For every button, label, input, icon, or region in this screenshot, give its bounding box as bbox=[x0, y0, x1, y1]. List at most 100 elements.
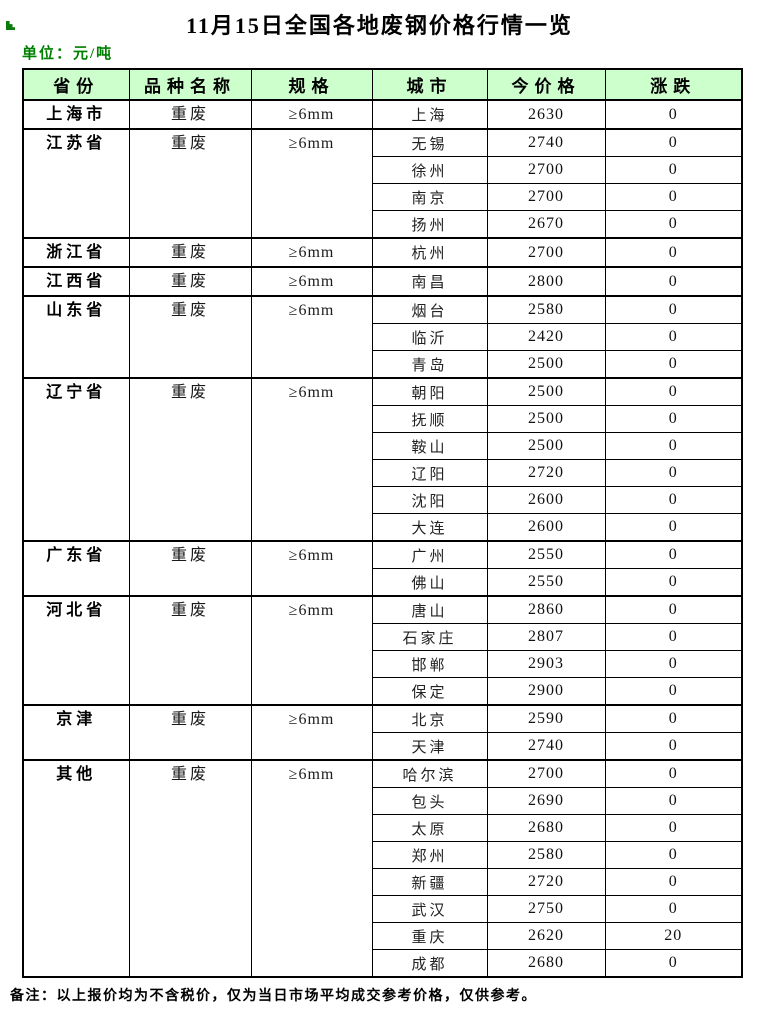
city-cell: 重庆 bbox=[371, 922, 488, 950]
change-cell: 0 bbox=[604, 540, 743, 569]
price-cell: 2740 bbox=[486, 732, 606, 761]
city-cell: 杭州 bbox=[371, 237, 488, 268]
table-row: 邯郸 2903 0 bbox=[23, 650, 743, 678]
province-cell: 浙江省 bbox=[22, 237, 130, 268]
city-cell: 沈阳 bbox=[371, 486, 488, 514]
table-row: 京津 重废 ≥6mm 北京 2590 0 bbox=[22, 704, 743, 761]
province-cell: 江西省 bbox=[22, 266, 130, 297]
variety-cell: 重废 bbox=[128, 540, 252, 597]
city-cell: 鞍山 bbox=[371, 432, 488, 460]
price-cell: 2500 bbox=[486, 405, 606, 433]
table-row: 青岛 2500 0 bbox=[23, 350, 743, 379]
province-cell: 广东省 bbox=[22, 540, 130, 597]
price-cell: 2690 bbox=[486, 787, 606, 815]
city-cell: 大连 bbox=[371, 513, 488, 542]
table-row: 石家庄 2807 0 bbox=[23, 623, 743, 651]
header-province: 省份 bbox=[22, 68, 130, 101]
change-cell: 0 bbox=[604, 787, 743, 815]
table-row: 重庆 2620 20 bbox=[23, 922, 743, 950]
change-cell: 0 bbox=[604, 895, 743, 923]
change-cell: 0 bbox=[604, 156, 743, 184]
price-cell: 2590 bbox=[486, 704, 606, 733]
city-cell: 唐山 bbox=[371, 595, 488, 624]
change-cell: 0 bbox=[604, 704, 743, 733]
spec-cell: ≥6mm bbox=[250, 266, 373, 297]
spec-cell: ≥6mm bbox=[250, 99, 373, 130]
change-cell: 0 bbox=[604, 295, 743, 324]
price-cell: 2750 bbox=[486, 895, 606, 923]
table-row: 郑州 2580 0 bbox=[23, 841, 743, 869]
price-cell: 2580 bbox=[486, 295, 606, 324]
change-cell: 0 bbox=[604, 350, 743, 379]
city-cell: 保定 bbox=[371, 677, 488, 706]
price-cell: 2700 bbox=[486, 156, 606, 184]
city-cell: 佛山 bbox=[371, 568, 488, 597]
table-row: 临沂 2420 0 bbox=[23, 323, 743, 351]
spec-cell: ≥6mm bbox=[250, 595, 373, 706]
city-cell: 包头 bbox=[371, 787, 488, 815]
table-row: 广东省 重废 ≥6mm 广州 2550 0 bbox=[22, 540, 743, 597]
city-cell: 新疆 bbox=[371, 868, 488, 896]
change-cell: 20 bbox=[604, 922, 743, 950]
table-row: 辽宁省 重废 ≥6mm 朝阳 2500 0 bbox=[22, 377, 743, 542]
province-cell: 江苏省 bbox=[22, 128, 130, 239]
city-cell: 朝阳 bbox=[371, 377, 488, 406]
table-body: 上海市 重废 ≥6mm 上海 2630 0 江苏省 重废 ≥6mm 无锡 2740 0 徐州 2700 0 南… bbox=[22, 99, 743, 978]
price-cell: 2600 bbox=[486, 513, 606, 542]
table-row: 保定 2900 0 bbox=[23, 677, 743, 706]
spec-cell: ≥6mm bbox=[250, 237, 373, 268]
city-cell: 扬州 bbox=[371, 210, 488, 239]
price-cell: 2420 bbox=[486, 323, 606, 351]
province-cell: 山东省 bbox=[22, 295, 130, 379]
change-cell: 0 bbox=[604, 841, 743, 869]
change-cell: 0 bbox=[604, 377, 743, 406]
table-row: 沈阳 2600 0 bbox=[23, 486, 743, 514]
variety-cell: 重废 bbox=[128, 237, 252, 268]
city-cell: 哈尔滨 bbox=[371, 759, 488, 788]
price-cell: 2500 bbox=[486, 350, 606, 379]
variety-cell: 重废 bbox=[128, 704, 252, 761]
price-cell: 2860 bbox=[486, 595, 606, 624]
change-cell: 0 bbox=[604, 513, 743, 542]
city-cell: 成都 bbox=[371, 949, 488, 978]
change-cell: 0 bbox=[604, 814, 743, 842]
change-cell: 0 bbox=[604, 568, 743, 597]
table-row: 鞍山 2500 0 bbox=[23, 432, 743, 460]
price-cell: 2807 bbox=[486, 623, 606, 651]
header-price: 今价格 bbox=[486, 68, 606, 101]
table-row: 佛山 2550 0 bbox=[23, 568, 743, 597]
city-cell: 石家庄 bbox=[371, 623, 488, 651]
change-cell: 0 bbox=[604, 323, 743, 351]
variety-cell: 重废 bbox=[128, 295, 252, 379]
price-cell: 2800 bbox=[486, 266, 606, 297]
city-cell: 武汉 bbox=[371, 895, 488, 923]
city-cell: 南昌 bbox=[371, 266, 488, 297]
city-cell: 青岛 bbox=[371, 350, 488, 379]
change-cell: 0 bbox=[604, 759, 743, 788]
price-cell: 2700 bbox=[486, 237, 606, 268]
price-cell: 2500 bbox=[486, 377, 606, 406]
city-cell: 邯郸 bbox=[371, 650, 488, 678]
change-cell: 0 bbox=[604, 949, 743, 978]
city-cell: 上海 bbox=[371, 99, 488, 130]
change-cell: 0 bbox=[604, 432, 743, 460]
price-cell: 2630 bbox=[486, 99, 606, 130]
change-cell: 0 bbox=[604, 183, 743, 211]
city-cell: 北京 bbox=[371, 704, 488, 733]
city-cell: 烟台 bbox=[371, 295, 488, 324]
change-cell: 0 bbox=[604, 266, 743, 297]
province-cell: 上海市 bbox=[22, 99, 130, 130]
table-row: 上海市 重废 ≥6mm 上海 2630 0 bbox=[22, 99, 743, 130]
city-cell: 广州 bbox=[371, 540, 488, 569]
header-city: 城市 bbox=[371, 68, 488, 101]
table-row: 浙江省 重废 ≥6mm 杭州 2700 0 bbox=[22, 237, 743, 268]
table-row: 其他 重废 ≥6mm 哈尔滨 2700 0 bbox=[22, 759, 743, 978]
change-cell: 0 bbox=[604, 459, 743, 487]
page-title: 11月15日全国各地废钢价格行情一览 bbox=[186, 13, 573, 38]
change-cell: 0 bbox=[604, 623, 743, 651]
city-cell: 太原 bbox=[371, 814, 488, 842]
city-cell: 郑州 bbox=[371, 841, 488, 869]
variety-cell: 重废 bbox=[128, 595, 252, 706]
change-cell: 0 bbox=[604, 210, 743, 239]
price-cell: 2720 bbox=[486, 459, 606, 487]
